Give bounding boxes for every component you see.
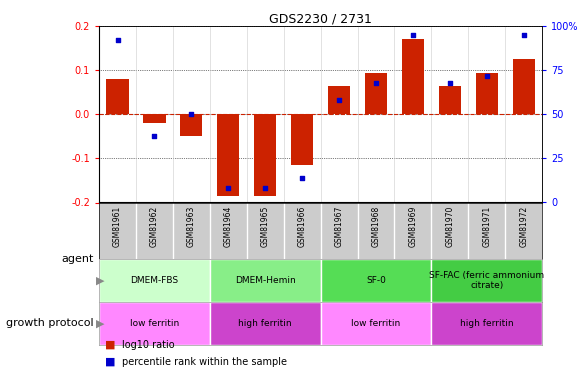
Bar bbox=[328, 86, 350, 114]
Text: GSM81966: GSM81966 bbox=[298, 205, 307, 247]
Text: GSM81962: GSM81962 bbox=[150, 205, 159, 247]
Bar bbox=[476, 74, 498, 114]
Point bbox=[335, 97, 344, 103]
Bar bbox=[365, 72, 387, 114]
Bar bbox=[431, 302, 542, 345]
Point bbox=[371, 80, 381, 86]
Bar bbox=[512, 59, 535, 114]
Bar bbox=[431, 259, 542, 302]
Point bbox=[261, 185, 270, 191]
Bar bbox=[180, 114, 202, 136]
Text: SF-FAC (ferric ammonium
citrate): SF-FAC (ferric ammonium citrate) bbox=[429, 271, 545, 290]
Point bbox=[482, 73, 491, 79]
Text: low ferritin: low ferritin bbox=[130, 319, 179, 328]
Text: ▶: ▶ bbox=[96, 275, 105, 285]
Bar bbox=[99, 302, 210, 345]
Text: GSM81964: GSM81964 bbox=[224, 205, 233, 247]
Bar bbox=[402, 39, 424, 114]
Point bbox=[113, 38, 122, 44]
Text: percentile rank within the sample: percentile rank within the sample bbox=[122, 357, 287, 367]
Text: GSM81970: GSM81970 bbox=[445, 205, 454, 247]
Text: GSM81969: GSM81969 bbox=[409, 205, 417, 247]
Text: ▶: ▶ bbox=[96, 318, 105, 328]
Text: DMEM-Hemin: DMEM-Hemin bbox=[235, 276, 296, 285]
Point bbox=[224, 185, 233, 191]
Point bbox=[519, 32, 528, 38]
Text: agent: agent bbox=[61, 254, 93, 264]
Bar bbox=[217, 114, 240, 196]
Text: SF-0: SF-0 bbox=[366, 276, 386, 285]
Bar bbox=[210, 302, 321, 345]
Text: ■: ■ bbox=[105, 357, 115, 367]
Text: high ferritin: high ferritin bbox=[238, 319, 292, 328]
Text: low ferritin: low ferritin bbox=[352, 319, 401, 328]
Text: GSM81961: GSM81961 bbox=[113, 205, 122, 247]
Text: high ferritin: high ferritin bbox=[460, 319, 514, 328]
Point bbox=[408, 32, 417, 38]
Text: growth protocol: growth protocol bbox=[6, 318, 93, 328]
Text: GSM81963: GSM81963 bbox=[187, 205, 196, 247]
Text: GSM81972: GSM81972 bbox=[519, 205, 528, 247]
Bar bbox=[99, 259, 210, 302]
Bar bbox=[321, 259, 431, 302]
Bar bbox=[107, 79, 129, 114]
Bar bbox=[291, 114, 313, 165]
Point bbox=[297, 175, 307, 181]
Title: GDS2230 / 2731: GDS2230 / 2731 bbox=[269, 12, 372, 25]
Text: ■: ■ bbox=[105, 340, 115, 350]
Bar bbox=[321, 302, 431, 345]
Bar bbox=[439, 86, 461, 114]
Bar bbox=[143, 114, 166, 123]
Text: log10 ratio: log10 ratio bbox=[122, 340, 175, 350]
Text: DMEM-FBS: DMEM-FBS bbox=[131, 276, 178, 285]
Text: GSM81968: GSM81968 bbox=[371, 205, 381, 247]
Bar bbox=[254, 114, 276, 196]
Bar bbox=[210, 259, 321, 302]
Point bbox=[150, 132, 159, 138]
Text: GSM81967: GSM81967 bbox=[335, 205, 343, 247]
Point bbox=[187, 111, 196, 117]
Point bbox=[445, 80, 455, 86]
Text: GSM81971: GSM81971 bbox=[482, 205, 491, 247]
Text: GSM81965: GSM81965 bbox=[261, 205, 270, 247]
